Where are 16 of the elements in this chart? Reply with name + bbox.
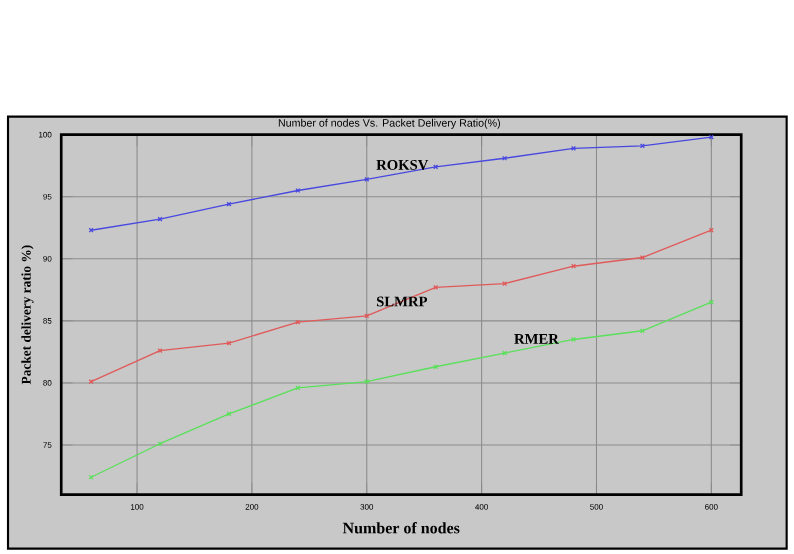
point xyxy=(639,328,645,334)
point xyxy=(433,364,439,370)
point xyxy=(295,319,301,325)
point xyxy=(157,441,163,447)
point xyxy=(364,313,370,319)
point xyxy=(433,164,439,170)
point xyxy=(639,143,645,149)
point xyxy=(502,350,508,356)
point xyxy=(570,263,577,269)
point xyxy=(157,348,163,354)
point xyxy=(502,155,508,161)
point xyxy=(226,340,232,346)
x-axis-title: Number of nodes xyxy=(342,522,460,534)
point xyxy=(364,379,370,385)
point xyxy=(364,176,370,182)
point xyxy=(295,187,301,194)
